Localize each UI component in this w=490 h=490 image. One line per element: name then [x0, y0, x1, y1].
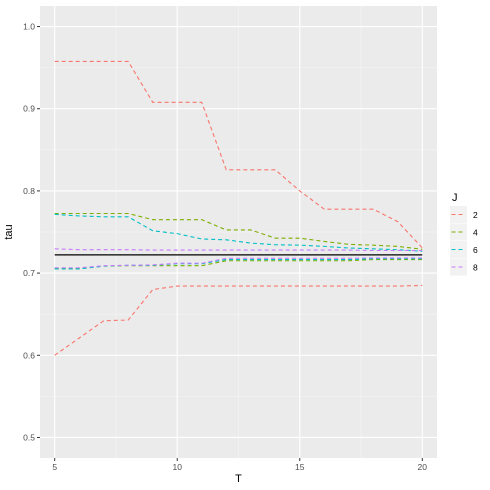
y-axis-title: tau [3, 224, 15, 239]
series-line-8-lower [54, 257, 423, 269]
legend-label-2: 2 [473, 210, 478, 220]
legend-title: J [452, 192, 458, 204]
series-line-6-lower [54, 258, 423, 270]
series-line-4-upper [54, 212, 423, 250]
y-tick-label: 0.5 [23, 432, 35, 442]
series-line-2-lower [54, 284, 423, 356]
x-axis-title: T [235, 473, 242, 485]
x-tick-label: 5 [52, 462, 57, 472]
grid-minor [40, 6, 437, 458]
series-layer [54, 60, 423, 356]
series-line-6-upper [54, 213, 423, 252]
grid-major [40, 6, 437, 458]
x-axis: 5 10 15 20 [52, 458, 427, 472]
y-tick-label: 0.6 [23, 350, 35, 360]
legend: J 2 4 6 8 [450, 192, 478, 276]
y-axis: 0.5 0.6 0.7 0.8 0.9 1.0 [23, 22, 40, 442]
x-tick-label: 15 [295, 462, 305, 472]
x-tick-label: 20 [418, 462, 428, 472]
series-line-2-upper [54, 60, 423, 249]
series-line-8-upper [54, 248, 423, 252]
legend-label-4: 4 [473, 228, 478, 238]
legend-label-6: 6 [473, 245, 478, 255]
x-tick-label: 10 [173, 462, 183, 472]
legend-label-8: 8 [473, 263, 478, 273]
series-line-4-lower [54, 258, 423, 270]
y-tick-label: 0.8 [23, 186, 35, 196]
y-tick-label: 1.0 [23, 22, 35, 32]
y-tick-label: 0.7 [23, 268, 35, 278]
y-tick-label: 0.9 [23, 104, 35, 114]
